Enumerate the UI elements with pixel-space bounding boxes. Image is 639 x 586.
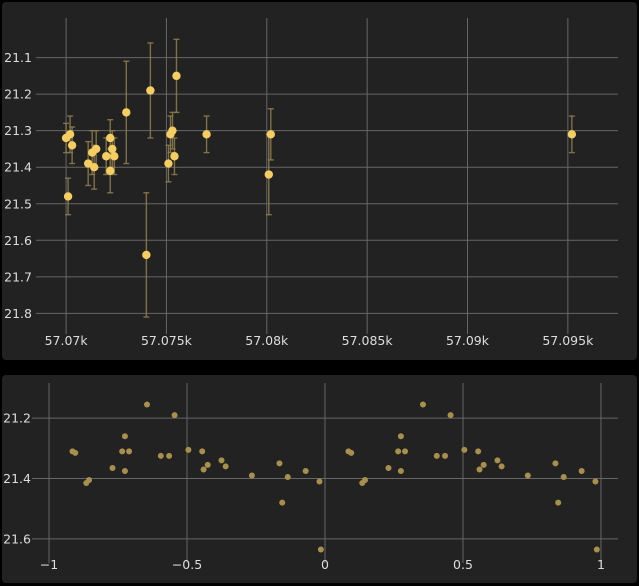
data-point[interactable] xyxy=(67,141,77,150)
x-tick-label: 57.095k xyxy=(542,333,594,348)
x-tick-label: 0.5 xyxy=(453,557,473,572)
data-point[interactable] xyxy=(218,457,225,464)
y-tick-label: 21.1 xyxy=(4,50,32,65)
data-point[interactable] xyxy=(204,461,211,468)
x-tick-label: 57.07k xyxy=(45,333,89,348)
data-point[interactable] xyxy=(119,448,126,455)
data-point[interactable] xyxy=(72,449,79,456)
data-point[interactable] xyxy=(480,461,487,468)
data-point[interactable] xyxy=(164,159,173,168)
data-point[interactable] xyxy=(524,472,531,479)
x-tick-label: −0.5 xyxy=(172,557,202,572)
data-point[interactable] xyxy=(385,464,392,471)
x-tick-label: −1 xyxy=(40,557,58,572)
data-point[interactable] xyxy=(122,108,131,117)
y-tick-label: 21.7 xyxy=(4,269,32,284)
data-point[interactable] xyxy=(170,152,179,161)
light-curve-panel: 57.07k 57.075k 57.08k 57.085k 57.09k 57.095k 2… xyxy=(2,2,637,360)
data-point[interactable] xyxy=(168,126,177,135)
x-tick-label: 1 xyxy=(597,557,605,572)
data-point[interactable] xyxy=(276,460,283,467)
data-point[interactable] xyxy=(121,433,128,440)
data-point[interactable] xyxy=(146,86,155,95)
data-point[interactable] xyxy=(552,460,559,467)
phase-folded-panel: −1 −0.5 0 0.5 1 21.2 21.4 21.6 xyxy=(2,375,637,583)
data-point[interactable] xyxy=(279,499,286,506)
data-point[interactable] xyxy=(126,448,133,455)
data-point[interactable] xyxy=(442,452,449,459)
x-tick-label: 57.09k xyxy=(446,333,490,348)
data-point[interactable] xyxy=(102,152,111,161)
data-point[interactable] xyxy=(199,448,206,455)
data-point[interactable] xyxy=(362,477,369,484)
data-point[interactable] xyxy=(475,448,482,455)
y-tick-label: 21.2 xyxy=(3,411,31,426)
light-curve-chart[interactable]: 57.07k 57.075k 57.08k 57.085k 57.09k 57.095k 2… xyxy=(2,2,637,360)
data-point[interactable] xyxy=(83,159,93,168)
data-point[interactable] xyxy=(172,71,181,81)
data-point[interactable] xyxy=(284,474,291,480)
data-point[interactable] xyxy=(222,463,229,470)
x-tick-label: 0 xyxy=(321,557,329,572)
data-point[interactable] xyxy=(106,133,115,143)
data-point[interactable] xyxy=(63,192,73,201)
data-point[interactable] xyxy=(578,467,585,474)
data-point[interactable] xyxy=(65,130,75,139)
y-tick-label: 21.4 xyxy=(3,471,31,486)
data-point[interactable] xyxy=(166,452,173,459)
data-point[interactable] xyxy=(157,452,164,459)
data-point[interactable] xyxy=(200,466,207,473)
data-point[interactable] xyxy=(555,499,562,506)
data-point[interactable] xyxy=(316,478,323,485)
data-point[interactable] xyxy=(109,464,116,471)
data-point[interactable] xyxy=(89,163,99,172)
data-point[interactable] xyxy=(264,170,273,179)
data-point[interactable] xyxy=(202,130,211,139)
data-point[interactable] xyxy=(593,546,600,553)
data-point[interactable] xyxy=(142,250,151,260)
data-point[interactable] xyxy=(185,446,192,453)
data-point[interactable] xyxy=(348,449,355,456)
y-tick-label: 21.6 xyxy=(3,531,31,546)
y-tick-label: 21.3 xyxy=(4,123,32,138)
data-point[interactable] xyxy=(171,412,178,419)
data-point[interactable] xyxy=(567,130,577,139)
y-tick-label: 21.2 xyxy=(4,87,32,102)
data-point[interactable] xyxy=(494,457,501,464)
data-point[interactable] xyxy=(419,401,426,408)
data-point[interactable] xyxy=(402,448,409,455)
x-tick-label: 57.085k xyxy=(342,333,394,348)
x-tick-label: 57.075k xyxy=(141,333,193,348)
data-point[interactable] xyxy=(592,478,599,485)
data-point[interactable] xyxy=(302,467,309,474)
data-point[interactable] xyxy=(108,144,117,154)
data-point[interactable] xyxy=(433,452,440,459)
y-tick-label: 21.4 xyxy=(4,160,32,175)
y-tick-label: 21.5 xyxy=(4,196,32,211)
data-point[interactable] xyxy=(560,474,567,480)
data-point[interactable] xyxy=(397,433,404,440)
data-point[interactable] xyxy=(397,467,404,474)
data-point[interactable] xyxy=(447,412,454,419)
data-point[interactable] xyxy=(266,130,276,139)
phase-folded-chart[interactable]: −1 −0.5 0 0.5 1 21.2 21.4 21.6 xyxy=(2,375,637,583)
data-point[interactable] xyxy=(317,546,324,553)
x-tick-label: 57.08k xyxy=(245,333,289,348)
data-point[interactable] xyxy=(91,144,101,154)
data-point[interactable] xyxy=(106,166,115,176)
data-point[interactable] xyxy=(248,472,255,479)
data-point[interactable] xyxy=(395,448,402,455)
data-point[interactable] xyxy=(121,467,128,474)
y-tick-label: 21.8 xyxy=(4,306,32,321)
y-tick-label: 21.6 xyxy=(4,233,32,248)
data-point[interactable] xyxy=(498,463,505,470)
data-point[interactable] xyxy=(461,446,468,453)
data-point[interactable] xyxy=(110,152,119,161)
data-point[interactable] xyxy=(86,477,93,484)
data-point[interactable] xyxy=(476,466,483,473)
data-point[interactable] xyxy=(144,401,151,408)
